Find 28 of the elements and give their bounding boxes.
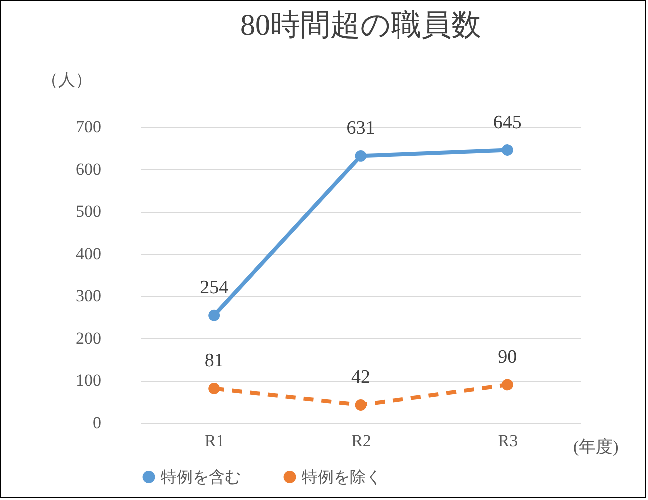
data-label: 631 — [346, 118, 376, 140]
chart-title: 80時間超の職員数 — [240, 9, 482, 42]
y-axis-title: （人） — [42, 70, 92, 90]
data-label: 81 — [204, 350, 224, 372]
point — [502, 144, 514, 156]
y-tick-label: 600 — [76, 160, 102, 179]
y-tick-label: 500 — [76, 202, 102, 222]
legend-label: 特例を含む — [161, 468, 241, 486]
y-tick-label: 400 — [76, 244, 102, 264]
y-tick-label: 0 — [93, 414, 102, 432]
x-tick-label: R3 — [498, 432, 518, 450]
point — [355, 150, 367, 162]
y-tick-label: 200 — [76, 328, 102, 348]
data-label: 90 — [498, 346, 518, 368]
point — [208, 310, 220, 322]
data-label: 42 — [352, 367, 370, 388]
y-tick-label: 100 — [76, 371, 102, 390]
x-tick-label: R1 — [204, 432, 225, 450]
y-tick-label: 700 — [76, 118, 102, 136]
data-label: 254 — [200, 278, 230, 299]
point — [355, 400, 367, 411]
point — [208, 383, 220, 394]
legend-label: 特例を除く — [302, 468, 382, 486]
point — [502, 379, 514, 391]
data-label: 645 — [493, 112, 522, 134]
x-tick-label: R2 — [352, 432, 372, 450]
x-axis-title: (年度) — [574, 438, 619, 456]
y-tick-label: 300 — [76, 286, 102, 306]
